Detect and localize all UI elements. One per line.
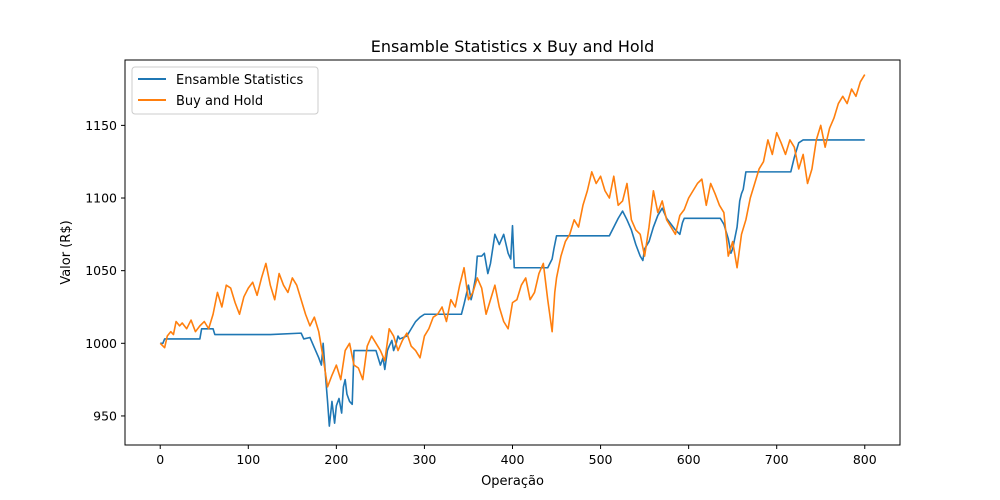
x-axis-label: Operação [481, 474, 544, 489]
x-tick-label: 200 [324, 452, 348, 467]
y-tick-label: 1050 [85, 263, 117, 278]
x-tick-label: 500 [589, 452, 613, 467]
series-line-ensamble-statistics [160, 139, 865, 427]
x-tick-label: 300 [413, 452, 437, 467]
series-layer [159, 74, 866, 427]
y-tick-label: 1000 [85, 336, 117, 351]
x-tick-label: 100 [236, 452, 260, 467]
y-tick-label: 950 [93, 408, 117, 423]
legend-label-ensamble: Ensamble Statistics [176, 73, 304, 88]
x-tick-label: 600 [677, 452, 701, 467]
x-axis: 0 100 200 300 400 500 600 700 800 [156, 445, 877, 467]
y-axis-label: Valor (R$) [59, 220, 74, 284]
x-tick-label: 0 [156, 452, 164, 467]
x-tick-label: 700 [765, 452, 789, 467]
y-tick-label: 1150 [85, 118, 117, 133]
legend-label-buy-and-hold: Buy and Hold [176, 94, 263, 109]
series-line-buy-and-hold [159, 74, 866, 388]
x-tick-label: 800 [853, 452, 877, 467]
y-axis: 950 1000 1050 1100 1150 [85, 118, 125, 423]
legend-box [131, 66, 319, 115]
legend: Ensamble Statistics Buy and Hold [131, 66, 319, 115]
x-tick-label: 400 [501, 452, 525, 467]
chart-title: Ensamble Statistics x Buy and Hold [371, 37, 655, 56]
y-tick-label: 1100 [85, 191, 117, 206]
